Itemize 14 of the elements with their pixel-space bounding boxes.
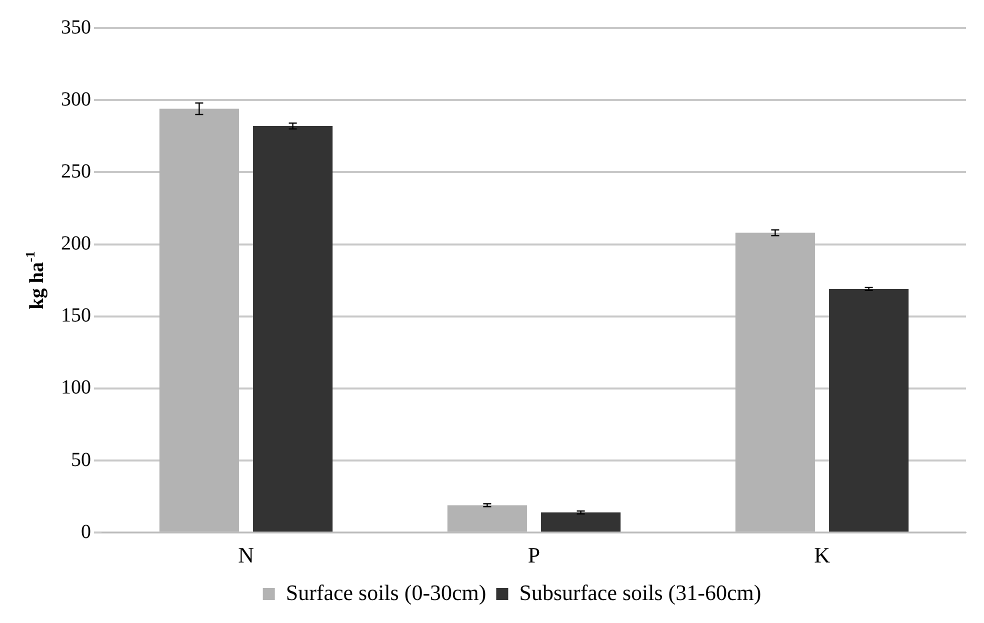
y-tick-label: 250 <box>61 160 91 182</box>
x-tick-label: P <box>528 542 540 568</box>
legend-label: Surface soils (0-30cm) <box>286 580 486 605</box>
y-tick-label: 0 <box>81 520 91 543</box>
x-tick-label: K <box>814 542 830 568</box>
y-axis-title: kg ha-1 <box>22 251 48 310</box>
y-tick-label: 300 <box>61 88 91 110</box>
legend-label: Subsurface soils (31-60cm) <box>519 580 762 605</box>
y-tick-label: 200 <box>61 232 91 255</box>
y-tick-label: 100 <box>61 376 91 399</box>
y-tick-label: 150 <box>61 304 91 327</box>
x-tick-label: N <box>238 542 254 568</box>
y-tick-label: 50 <box>71 448 91 471</box>
y-tick-label: 350 <box>61 16 91 38</box>
